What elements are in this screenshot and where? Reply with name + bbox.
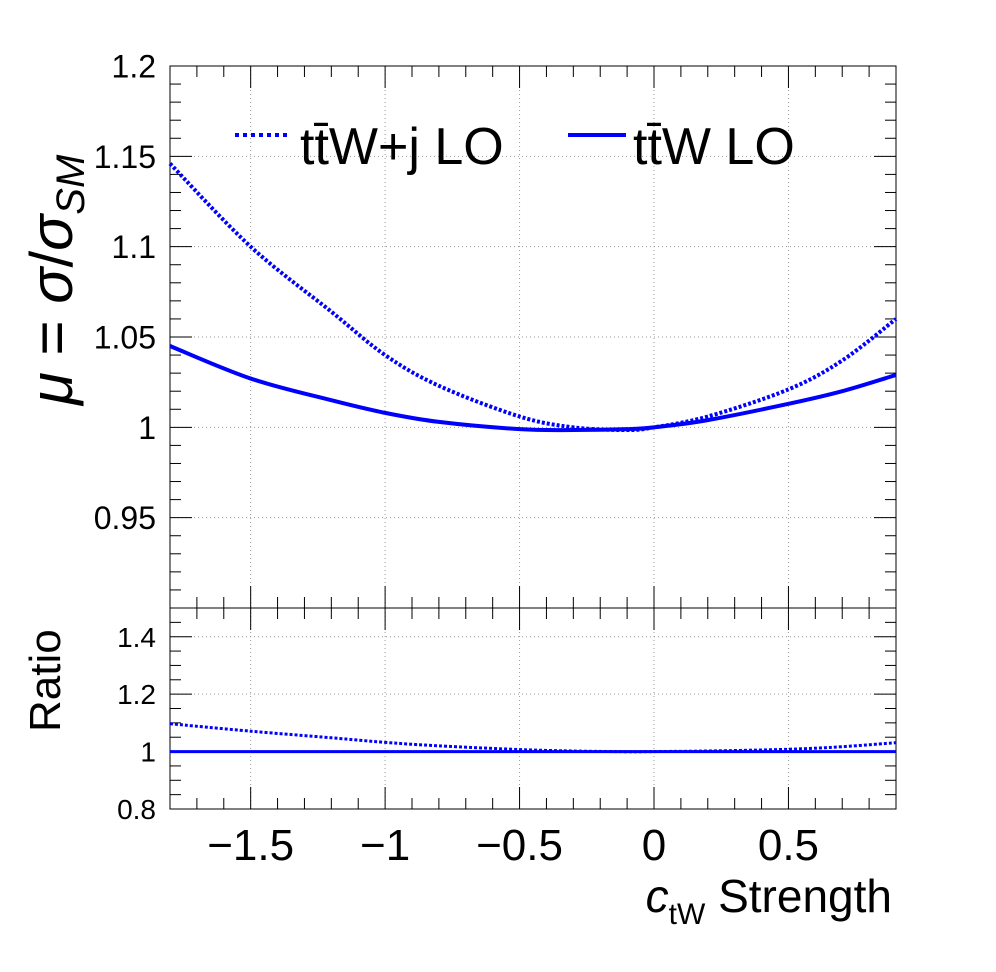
y-tick-label: 1 [140,737,156,768]
x-tick-label: 0 [642,821,666,870]
legend-label-ttw: tt̄W LO [633,118,795,176]
y-tick-label: 0.95 [94,500,156,536]
x-tick-label: 0.5 [758,821,819,870]
x-tick-label: −1 [360,821,410,870]
x-tick-label: −1.5 [207,821,294,870]
ratio-ylabel: Ratio [21,629,70,732]
x-tick-label: −0.5 [476,821,563,870]
y-tick-label: 1.05 [94,320,156,356]
y-tick-label: 1.4 [117,622,156,653]
main-panel: 0.95 1 1.05 1.1 1.15 1.2 [94,49,898,609]
legend: tt̄W+j LO tt̄W LO [235,118,795,176]
y-tick-label: 1.2 [117,679,156,710]
y-tick-label: 1.2 [112,49,156,85]
y-tick-label: 1.15 [94,139,156,175]
series-line-solid [169,344,897,433]
main-ylabel: μ = σ/σSM [18,154,93,407]
x-axis-label: ctW Strength [646,870,892,931]
ratio-panel: 0.8 1 1.2 1.4 −1.5 −1 −0.5 0 0.5 [117,607,897,870]
y-tick-label: 1 [138,410,156,446]
y-tick-label: 1.1 [112,229,156,265]
legend-label-ttwj: tt̄W+j LO [300,118,504,176]
series-line-dotted [168,162,898,433]
y-tick-label: 0.8 [117,794,156,825]
